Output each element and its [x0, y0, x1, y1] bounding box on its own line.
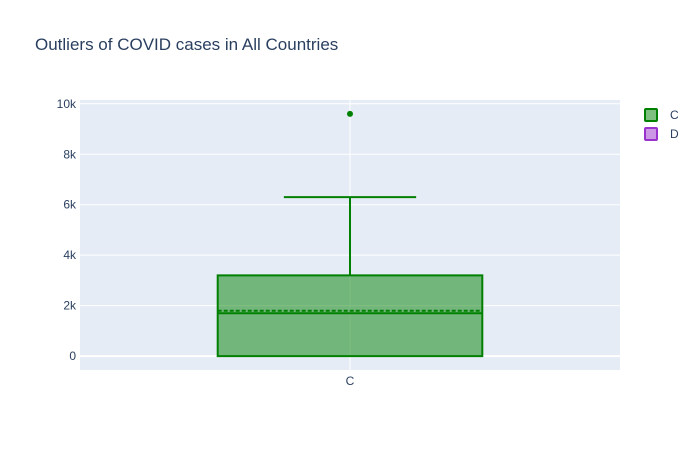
chart-title: Outliers of COVID cases in All Countries — [35, 35, 338, 54]
x-axis-ticks: C — [346, 374, 355, 388]
legend[interactable]: CD — [644, 108, 679, 141]
y-tick-label: 6k — [63, 198, 77, 212]
legend-swatch — [644, 127, 658, 141]
legend-item-C[interactable]: C — [644, 108, 679, 122]
x-tick-label: C — [346, 374, 355, 388]
y-tick-label: 8k — [63, 147, 77, 161]
box-iqr — [216, 274, 484, 358]
y-axis-ticks: 0 2k 4k 6k 8k 10k — [57, 97, 77, 363]
y-tick-label: 0 — [69, 349, 76, 363]
y-tick-label: 10k — [57, 97, 77, 111]
box-traces — [216, 110, 484, 358]
legend-item-D[interactable]: D — [644, 127, 679, 141]
outlier-point — [347, 110, 353, 117]
y-tick-label: 4k — [63, 248, 77, 262]
legend-swatch — [644, 108, 658, 122]
legend-label: C — [670, 108, 679, 122]
legend-label: D — [670, 127, 679, 141]
y-tick-label: 2k — [63, 299, 77, 313]
